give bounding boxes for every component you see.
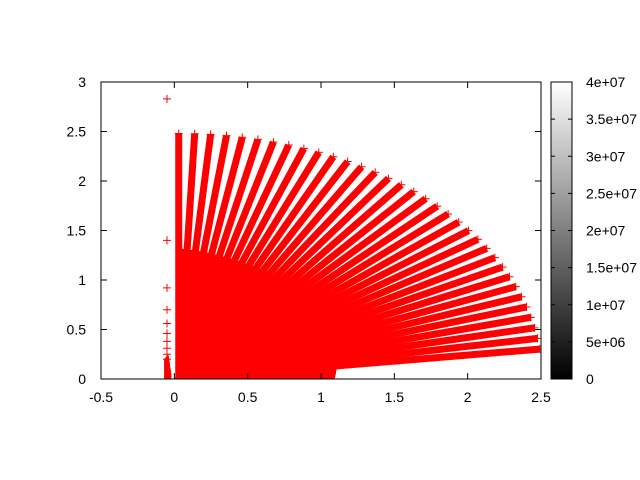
data-point: [269, 137, 278, 146]
data-point: [464, 226, 473, 235]
data-point: [454, 218, 463, 227]
data-point: [174, 129, 183, 138]
data-point: [222, 131, 231, 140]
data-point: [329, 152, 338, 161]
y-tick-label: 0.5: [67, 322, 87, 338]
data-point: [163, 305, 171, 314]
data-point: [190, 129, 199, 138]
x-tick-label: 2: [464, 389, 472, 405]
data-point: [314, 148, 323, 157]
colorbar-tick-label: 2.5e+07: [586, 185, 637, 201]
data-point: [511, 282, 520, 291]
outlier-cluster: [164, 354, 172, 379]
data-point: [238, 133, 247, 142]
data-point: [409, 187, 418, 196]
y-tick-label: 2.5: [67, 124, 87, 140]
data-point: [163, 329, 171, 338]
data-point: [253, 135, 262, 144]
data-point: [526, 313, 535, 322]
y-tick-label: 3: [78, 74, 86, 90]
x-tick-label: 0: [170, 389, 178, 405]
x-tick-label: 1.5: [385, 389, 405, 405]
colorbar-tick-label: 4e+07: [586, 74, 626, 90]
data-point: [473, 235, 482, 244]
data-point: [371, 168, 380, 177]
x-tick-label: 2.5: [531, 389, 551, 405]
y-tick-label: 2: [78, 173, 86, 189]
y-tick-label: 1: [78, 272, 86, 288]
x-tick-label: 0.5: [238, 389, 258, 405]
x-tick-label: -0.5: [89, 389, 113, 405]
data-point: [163, 236, 171, 245]
data-point: [444, 210, 453, 219]
colorbar-tick-label: 1e+07: [586, 297, 626, 313]
data-point: [482, 244, 491, 253]
data-point: [522, 302, 531, 311]
colorbar-tick-label: 3e+07: [586, 148, 626, 164]
data-point: [505, 272, 514, 281]
data-marks: [163, 94, 541, 379]
data-point: [384, 174, 393, 183]
colorbar-tick-label: 0: [586, 371, 594, 387]
y-tick-label: 0: [78, 371, 86, 387]
data-point: [163, 337, 171, 346]
ray-series: [178, 345, 541, 379]
colorbar-tick-label: 1.5e+07: [586, 260, 637, 276]
data-point: [397, 180, 406, 189]
data-point: [498, 263, 507, 272]
data-point: [421, 194, 430, 203]
data-point: [284, 140, 293, 149]
colorbar-axis: 0 5e+06 1e+07 1.5e+07 2e+07 2.5e+07 3e+07 3.5e+…: [551, 74, 637, 387]
data-point: [206, 130, 215, 139]
data-point: [533, 334, 541, 343]
x-tick-label: 1: [317, 389, 325, 405]
colorbar-tick-label: 5e+06: [586, 334, 626, 350]
data-point: [299, 144, 308, 153]
axes: -0.5 0 0.5 1 1.5 2 2.500.511.522.53: [67, 74, 551, 405]
data-point: [490, 253, 499, 262]
data-point: [163, 355, 171, 364]
data-point: [535, 345, 541, 354]
y-tick-label: 1.5: [67, 223, 87, 239]
data-point: [343, 157, 352, 166]
colorbar-tick-label: 3.5e+07: [586, 111, 637, 127]
data-point: [357, 162, 366, 171]
data-point: [530, 323, 539, 332]
data-point: [517, 292, 526, 301]
data-point: [163, 94, 171, 103]
colorbar-tick-label: 2e+07: [586, 223, 626, 239]
data-point: [163, 283, 171, 292]
data-point: [433, 202, 442, 211]
data-point: [163, 319, 171, 328]
